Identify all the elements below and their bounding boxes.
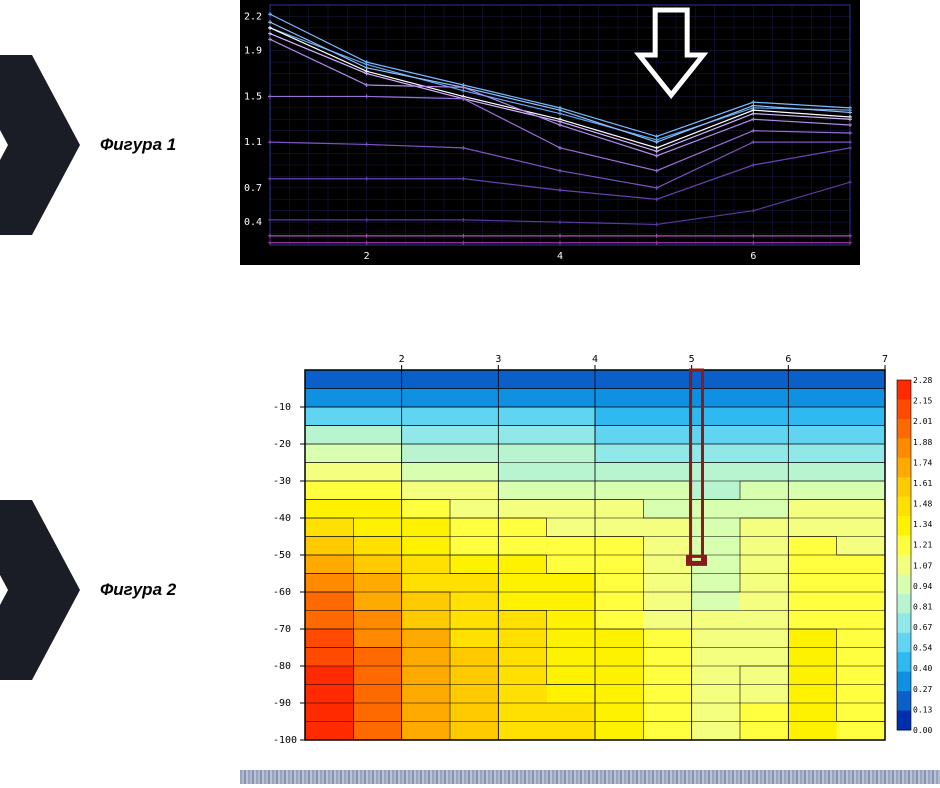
svg-text:0.94: 0.94 [913,582,932,591]
line-chart: 0.4 0.7 1.1 1.5 1.9 2.2 2 4 6 [240,0,860,265]
noise-strip [240,770,940,784]
svg-text:0.40: 0.40 [913,664,932,673]
svg-text:1.74: 1.74 [913,458,932,467]
svg-text:1.9: 1.9 [244,46,262,57]
svg-text:2.15: 2.15 [913,397,932,406]
svg-text:1.48: 1.48 [913,500,932,509]
svg-text:-20: -20 [273,439,291,450]
svg-text:0.54: 0.54 [913,644,932,653]
svg-text:0.00: 0.00 [913,726,932,735]
svg-text:6: 6 [750,251,756,262]
svg-text:2: 2 [364,251,370,262]
svg-text:2.28: 2.28 [913,376,932,385]
svg-text:0.13: 0.13 [913,705,932,714]
svg-text:2: 2 [399,354,405,365]
svg-text:0.7: 0.7 [244,183,262,194]
heatmap-chart: 2 3 4 5 6 7 -10 -20 -30 -40 -50 -60 -70 -80 -90 -100 2.2… [260,350,940,750]
svg-text:0.27: 0.27 [913,685,932,694]
svg-text:0.4: 0.4 [244,217,262,228]
svg-text:2.2: 2.2 [244,11,262,22]
svg-text:5: 5 [689,354,695,365]
svg-text:-60: -60 [273,587,291,598]
svg-text:0.81: 0.81 [913,602,932,611]
chevron-marker-2 [0,500,80,680]
svg-text:1.07: 1.07 [913,561,932,570]
svg-text:-70: -70 [273,624,291,635]
svg-text:-100: -100 [273,735,297,746]
svg-text:1.21: 1.21 [913,541,932,550]
svg-text:3: 3 [495,354,501,365]
svg-text:-80: -80 [273,661,291,672]
svg-text:-10: -10 [273,402,291,413]
chevron-marker-1 [0,55,80,235]
svg-text:4: 4 [557,251,563,262]
svg-text:4: 4 [592,354,598,365]
figure2-label: Фигура 2 [100,580,176,600]
svg-text:1.61: 1.61 [913,479,932,488]
svg-text:2.01: 2.01 [913,417,932,426]
svg-text:-30: -30 [273,476,291,487]
svg-text:1.88: 1.88 [913,438,932,447]
svg-text:1.1: 1.1 [244,137,262,148]
svg-text:6: 6 [785,354,791,365]
svg-text:7: 7 [882,354,888,365]
svg-text:1.34: 1.34 [913,520,932,529]
svg-text:1.5: 1.5 [244,91,262,102]
svg-text:-90: -90 [273,698,291,709]
figure1-label: Фигура 1 [100,135,176,155]
svg-text:0.67: 0.67 [913,623,932,632]
svg-text:-50: -50 [273,550,291,561]
svg-text:-40: -40 [273,513,291,524]
